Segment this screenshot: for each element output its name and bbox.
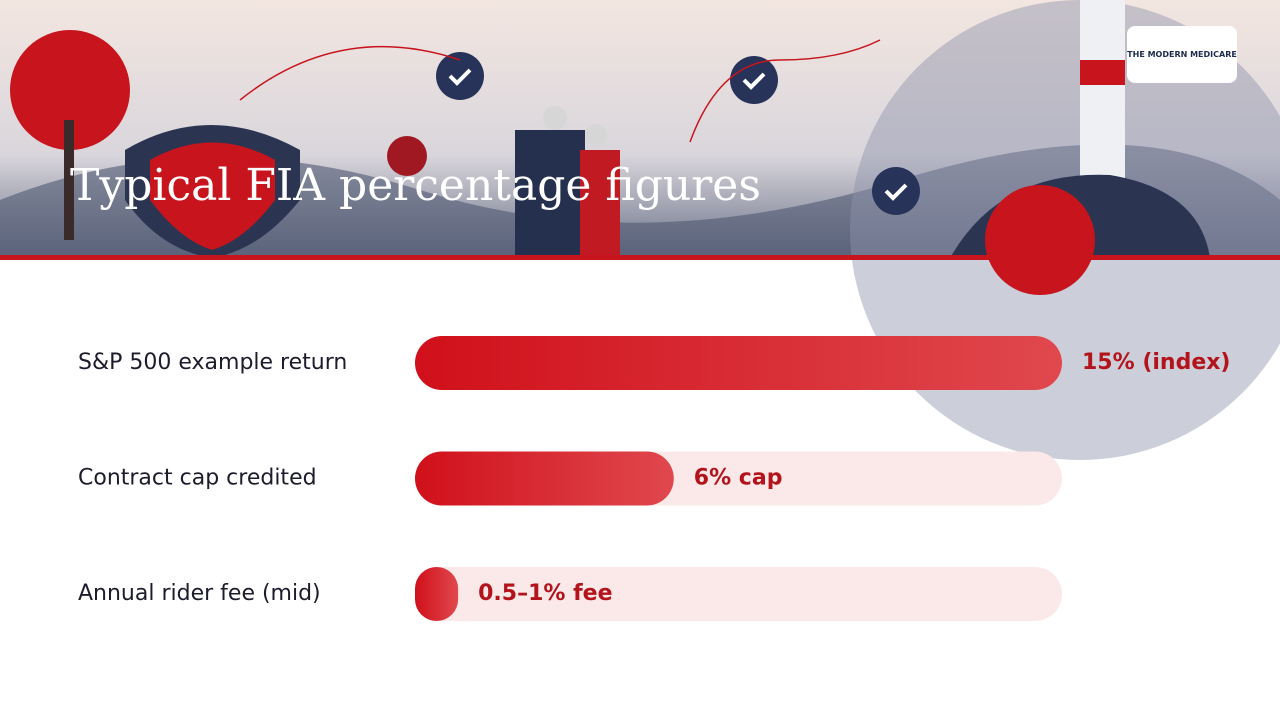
value-label: 6% cap — [694, 466, 783, 491]
bar — [415, 567, 459, 621]
bar — [415, 336, 1062, 390]
slide-title: Typical FIA percentage figures — [70, 160, 761, 211]
category-label: S&P 500 example return — [78, 350, 347, 375]
bar — [415, 451, 674, 506]
logo: THE MODERN MEDICARE — [1127, 50, 1237, 59]
value-label: 15% (index) — [1082, 350, 1231, 375]
bar-track — [415, 567, 1062, 621]
category-label: Annual rider fee (mid) — [78, 581, 321, 606]
category-label: Contract cap credited — [78, 466, 317, 491]
banner: THE MODERN MEDICARE Typical FIA percenta… — [0, 0, 1280, 460]
chart: S&P 500 example return 15% (index) Contrac… — [78, 336, 1231, 621]
value-label: 0.5–1% fee — [478, 581, 612, 606]
